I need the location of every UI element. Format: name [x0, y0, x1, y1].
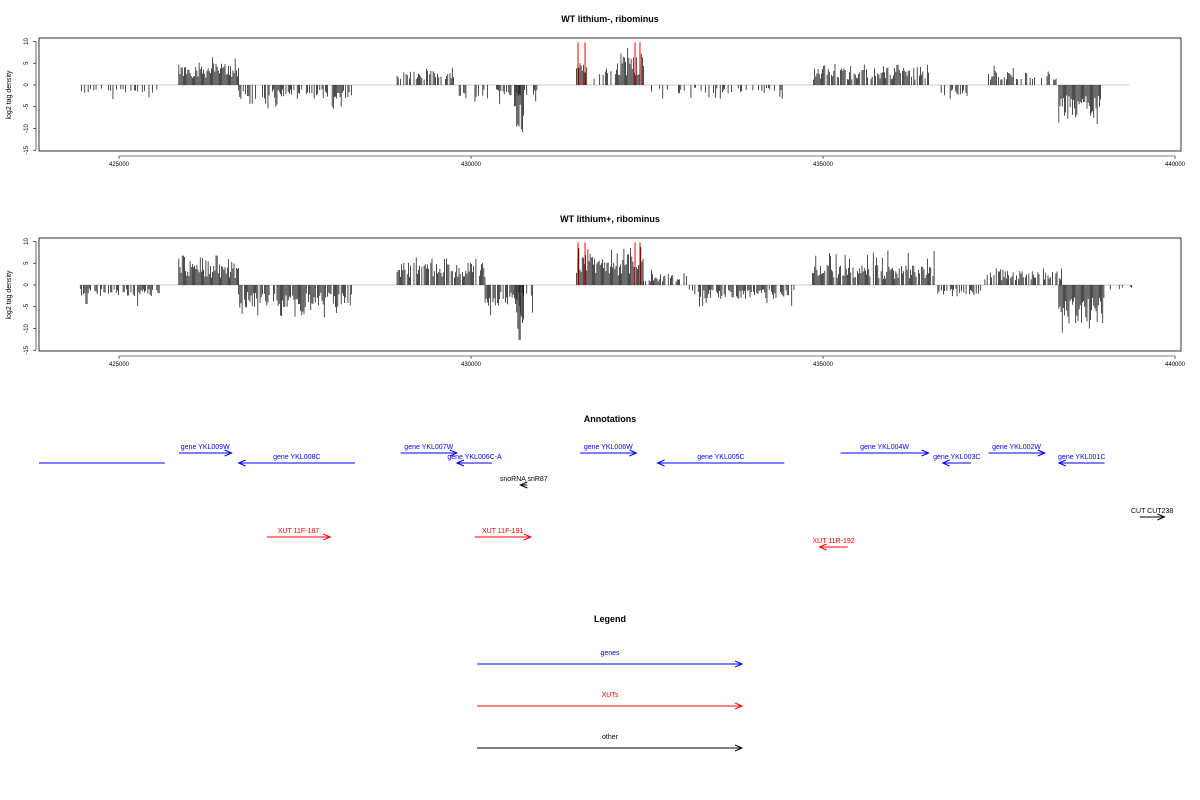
- feature-label: gene YKL008C: [273, 454, 320, 461]
- y-tick-label: -10: [24, 124, 30, 133]
- plot-frame: [38, 237, 1182, 352]
- y-tick-label: 10: [24, 38, 30, 45]
- feature-arrow-head: [921, 449, 930, 457]
- annotation-feature: gene YKL005C: [656, 454, 785, 467]
- feature-arrow-head: [455, 459, 465, 467]
- feature-label: gene YKL001C: [1058, 454, 1105, 461]
- x-tick-label: 435000: [813, 162, 834, 168]
- feature-arrow-head: [941, 459, 950, 467]
- feature-arrow-head: [1157, 513, 1166, 521]
- feature-arrow-head: [224, 449, 233, 457]
- feature-arrow-head: [818, 543, 827, 551]
- legend-item: genes: [477, 650, 744, 668]
- annotation-feature: XUT 11F-187: [266, 528, 332, 541]
- feature-label: snoRNA snR87: [500, 476, 548, 483]
- bar-group: [79, 242, 1132, 340]
- legend-items: genes XUTs other: [477, 650, 744, 752]
- track-lithium-plus: WT lithium+, ribominus log2 tag density …: [6, 214, 1186, 368]
- feature-label: gene YKL007W: [404, 444, 453, 451]
- feature-label: XUT 11F-191: [482, 528, 523, 535]
- y-tick-label: -15: [24, 345, 30, 354]
- y-tick-label: -10: [24, 324, 30, 333]
- legend-title: Legend: [594, 614, 626, 624]
- y-axis: 10 5 0 -5 -10 -15: [24, 38, 37, 155]
- feature-arrow-head: [449, 449, 459, 457]
- legend-label: other: [602, 734, 619, 741]
- feature-arrow-head: [1057, 459, 1067, 467]
- y-tick-label: 0: [24, 83, 30, 87]
- annotation-feature: gene YKL001C: [1057, 454, 1105, 467]
- y-tick-label: 5: [24, 61, 30, 65]
- y-axis-label: log2 tag density: [6, 70, 13, 120]
- feature-arrow-head: [519, 481, 528, 489]
- bar-group: [80, 42, 1130, 133]
- y-axis: 10 5 0 -5 -10 -15: [24, 238, 37, 355]
- y-tick-label: 5: [24, 261, 30, 265]
- y-tick-label: -15: [24, 145, 30, 154]
- y-tick-label: 10: [24, 238, 30, 245]
- annotation-feature: gene YKL008C: [237, 454, 355, 467]
- feature-label: gene YKL004W: [860, 444, 909, 451]
- plot-frame: [38, 37, 1182, 152]
- y-axis-label: log2 tag density: [6, 270, 13, 320]
- x-tick-label: 440000: [1165, 362, 1186, 368]
- annotation-features: gene YKL009W gene YKL008C gene YKL007W gene…: [39, 444, 1173, 551]
- x-tick-label: 430000: [461, 162, 482, 168]
- x-axis: 425000 430000 435000 440000: [109, 155, 1186, 168]
- x-tick-label: 430000: [461, 362, 482, 368]
- annotation-feature: gene YKL006C-A: [447, 454, 502, 467]
- annotation-feature: gene YKL002W: [988, 444, 1047, 457]
- y-tick-label: -5: [24, 303, 30, 309]
- feature-label: gene YKL006W: [584, 444, 633, 451]
- feature-arrow-head: [629, 449, 638, 457]
- annotation-feature: gene YKL004W: [840, 444, 930, 457]
- legend: Legend genes XUTs other: [477, 614, 744, 752]
- track-title: WT lithium+, ribominus: [560, 214, 660, 224]
- track-title: WT lithium-, ribominus: [561, 14, 659, 24]
- legend-item: other: [477, 734, 744, 752]
- legend-label: genes: [600, 650, 620, 657]
- legend-label: XUTs: [602, 692, 619, 699]
- feature-arrow-head: [523, 533, 533, 541]
- annotation-feature: XUT 11R-192: [812, 538, 855, 551]
- feature-arrow-head: [323, 533, 332, 541]
- x-tick-label: 440000: [1165, 162, 1186, 168]
- annotation-feature: gene YKL007W: [400, 444, 459, 457]
- legend-arrow-head: [734, 660, 744, 668]
- annotations-title: Annotations: [584, 414, 637, 424]
- feature-label: gene YKL005C: [697, 454, 744, 461]
- x-tick-label: 435000: [813, 362, 834, 368]
- legend-arrow-head: [734, 702, 744, 710]
- feature-arrow-head: [237, 459, 246, 467]
- annotation-feature: gene YKL006W: [580, 444, 638, 457]
- annotation-feature: gene YKL009W: [178, 444, 233, 457]
- track-lithium-minus: WT lithium-, ribominus log2 tag density …: [6, 14, 1186, 168]
- feature-label: gene YKL006C-A: [447, 454, 502, 461]
- x-tick-label: 425000: [109, 162, 130, 168]
- x-axis: 425000 430000 435000 440000: [109, 355, 1186, 368]
- legend-arrow-head: [734, 744, 744, 752]
- feature-label: CUT CUT238: [1131, 508, 1173, 515]
- y-tick-label: -5: [24, 103, 30, 109]
- feature-label: gene YKL009W: [181, 444, 230, 451]
- annotation-feature: XUT 11F-191: [474, 528, 533, 541]
- annotation-feature: CUT CUT238: [1131, 508, 1173, 521]
- x-tick-label: 425000: [109, 362, 130, 368]
- feature-arrow-head: [656, 459, 665, 467]
- annotation-feature: snoRNA snR87: [500, 476, 548, 489]
- feature-label: gene YKL002W: [992, 444, 1041, 451]
- feature-label: XUT 11R-192: [812, 538, 854, 545]
- feature-arrow-head: [1037, 449, 1047, 457]
- legend-item: XUTs: [477, 692, 744, 710]
- feature-label: gene YKL003C: [933, 454, 980, 461]
- y-tick-label: 0: [24, 283, 30, 287]
- annotation-feature: gene YKL003C: [933, 454, 980, 467]
- feature-label: XUT 11F-187: [278, 528, 319, 535]
